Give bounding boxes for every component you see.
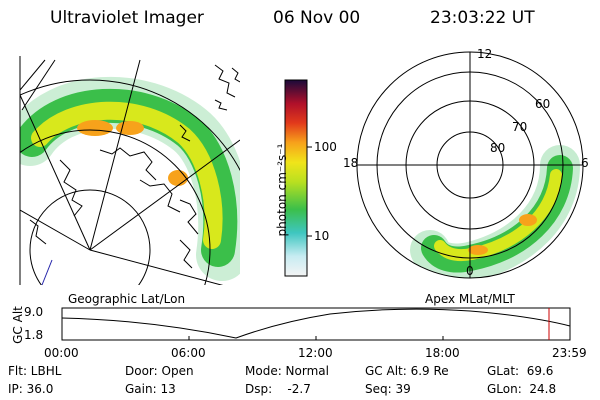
mlat-label-80: 80: [490, 141, 506, 155]
gc-alt-info: GC Alt: 6.9 Re: [365, 364, 449, 378]
observation-date: 06 Nov 00: [273, 8, 361, 28]
strip-axis-label: GC Alt: [11, 306, 25, 344]
time-tick-1200: 12:00: [298, 346, 333, 360]
seq-info: Seq: 39: [365, 382, 411, 396]
colorbar-tick-100: 100: [314, 140, 337, 154]
mlat-label-60: 60: [535, 97, 551, 111]
altitude-strip: [61, 307, 571, 341]
time-tick-2359: 23:59: [552, 346, 587, 360]
time-tick-1800: 18:00: [425, 346, 460, 360]
filter-info: Flt: LBHL: [8, 364, 62, 378]
instrument-title: Ultraviolet Imager: [50, 8, 204, 28]
mlt-label-0: 0: [466, 264, 474, 278]
mlat-label-70: 70: [512, 120, 528, 134]
mode-info: Mode: Normal: [245, 364, 329, 378]
glon-info: GLon: 24.8: [487, 382, 557, 396]
left-panel-label: Geographic Lat/Lon: [68, 292, 186, 306]
geographic-map: [20, 59, 240, 285]
polar-plot: [410, 145, 580, 278]
gain-info: Gain: 13: [125, 382, 176, 396]
time-tick-0600: 06:00: [171, 346, 206, 360]
time-tick-0000: 00:00: [44, 346, 79, 360]
colorbar-tick-10: 10: [314, 229, 330, 243]
door-info: Door: Open: [125, 364, 194, 378]
strip-ytick-high: 9.0: [24, 305, 44, 319]
ip-info: IP: 36.0: [8, 382, 54, 396]
mlt-label-18: 18: [343, 156, 359, 170]
observation-time: 23:03:22 UT: [430, 8, 535, 28]
colorbar-unit-label: photon cm⁻²s⁻¹: [275, 143, 289, 237]
dsp-info: Dsp: -2.7: [245, 382, 311, 396]
mlt-label-6: 6: [581, 156, 589, 170]
glat-info: GLat: 69.6: [487, 364, 554, 378]
mlt-label-12: 12: [477, 47, 493, 61]
color-scale-bar: [284, 79, 308, 277]
strip-ytick-low: 1.8: [24, 328, 44, 342]
right-panel-label: Apex MLat/MLT: [425, 292, 515, 306]
